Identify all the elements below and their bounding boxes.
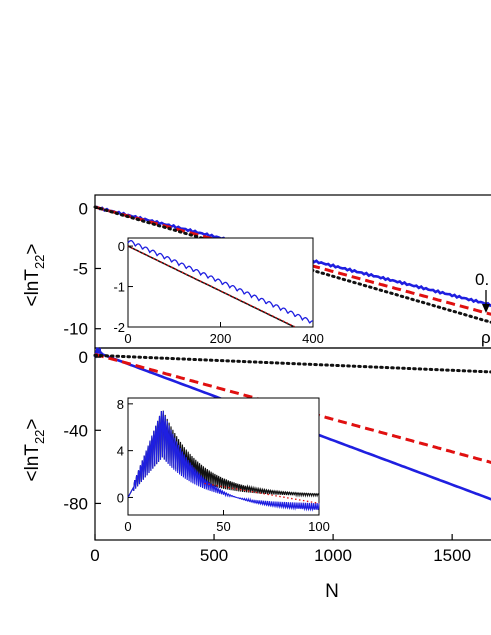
top-y-axis-title: <lnT22> [22, 243, 47, 306]
bottom-inset-series-dotted [204, 482, 320, 504]
top-inset-plot [127, 240, 314, 328]
bottom-y-axis-title: <lnT22> [22, 418, 47, 481]
bottom-inset-plot [127, 410, 320, 512]
top-y-tick-label: 0 [79, 199, 88, 218]
bottom-inset-y-tick-label: 4 [117, 444, 124, 459]
top-inset-y-tick-label: -1 [113, 280, 125, 295]
bottom-inset-y-tick-label: 0 [117, 490, 124, 505]
bottom-inset-y-tick-label: 8 [117, 397, 124, 412]
annotation-arrow [482, 290, 490, 313]
bottom-x-tick-label: 1000 [314, 546, 352, 565]
top-inset-frame [127, 237, 314, 328]
bottom-x-tick-label: 1500 [433, 546, 471, 565]
top-inset-series-oscillating [127, 240, 314, 324]
bottom-y-tick-label: -40 [63, 421, 88, 440]
x-axis-title: N [325, 581, 339, 602]
bottom-panel-frame [94, 347, 491, 541]
top-inset-x-tick-label: 0 [124, 331, 131, 346]
top-inset-x-tick-label: 400 [302, 331, 324, 346]
bottom-x-tick-label: 0 [90, 546, 99, 565]
bottom-x-tick-label: 500 [200, 546, 228, 565]
top-inset-series-dotted [127, 245, 295, 328]
bottom-main-series-dashed [94, 352, 491, 464]
bottom-inset-x-tick-label: 50 [216, 519, 230, 534]
top-inset-x-tick-label: 200 [210, 331, 232, 346]
bottom-y-tick-label: -80 [63, 494, 88, 513]
top-inset-y-tick-label: 0 [118, 239, 125, 254]
top-inset-y-tick-label: -2 [113, 320, 125, 335]
bottom-y-tick-label: 0 [79, 348, 88, 367]
top-y-tick-label: -10 [63, 320, 88, 339]
annotation-value: 0. [475, 270, 489, 289]
bottom-main-series-dotted [93, 353, 491, 374]
annotation-rho: ρ [481, 328, 491, 347]
top-y-tick-label: -5 [73, 259, 88, 278]
bottom-inset-x-tick-label: 100 [308, 519, 330, 534]
bottom-inset-series-oscillating [127, 410, 320, 512]
bottom-inset-x-tick-label: 0 [124, 519, 131, 534]
